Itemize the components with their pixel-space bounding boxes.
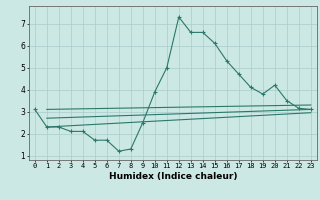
X-axis label: Humidex (Indice chaleur): Humidex (Indice chaleur)	[108, 172, 237, 181]
